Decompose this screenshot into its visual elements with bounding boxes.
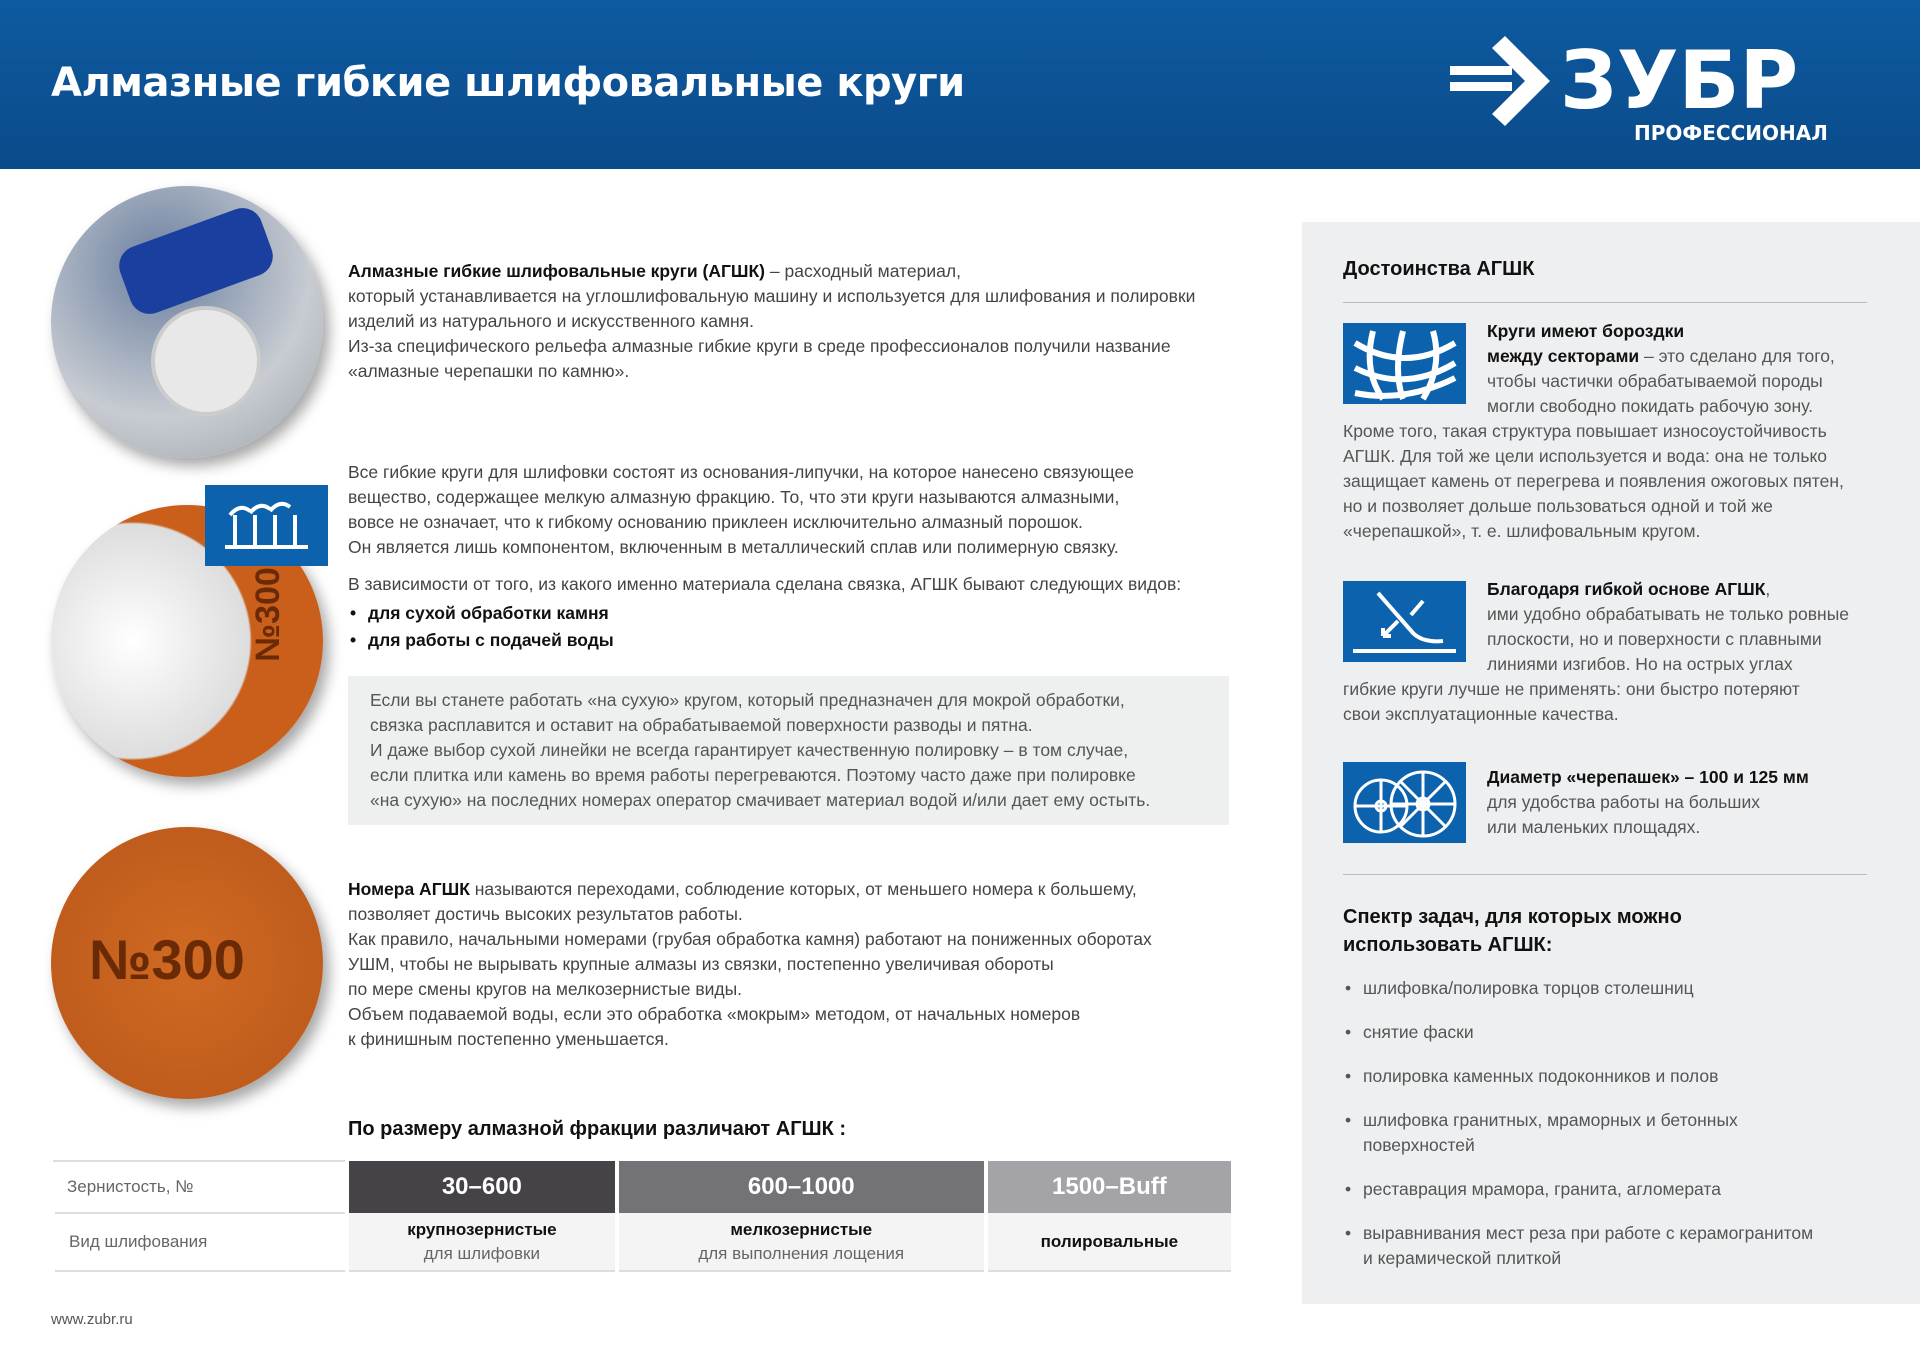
svg-text:ПРОФЕССИОНАЛ: ПРОФЕССИОНАЛ — [1634, 121, 1828, 145]
type-item: для сухой обработки камня — [348, 600, 1228, 627]
task-item: снятие фаски — [1343, 1020, 1903, 1045]
disc-300-photo: №300 — [51, 827, 323, 1099]
intro-text: Алмазные гибкие шлифовальные круги (АГШК… — [348, 261, 1196, 381]
numbers-text: Номера АГШК называются переходами, соблю… — [348, 879, 1152, 1049]
zubr-logo: ЗУБР ПРОФЕССИОНАЛ — [1450, 36, 1828, 145]
flexible-base-icon — [1343, 581, 1466, 662]
disc-diameter-icon — [1343, 762, 1466, 843]
composition-text: Все гибкие круги для шлифовки состоят из… — [348, 460, 1228, 654]
grinder-photo — [51, 186, 323, 458]
page-title: Алмазные гибкие шлифовальные круги — [51, 60, 965, 106]
grit-table: Зернистость, № 30–600 600–1000 1500–Buff… — [51, 1160, 1231, 1272]
type-item: для работы с подачей воды — [348, 627, 1228, 654]
grit-range: 30–600 — [345, 1161, 617, 1213]
advantage-grooves: Круги имеют бороздки между секторами – э… — [1343, 321, 1844, 541]
grit-kind: крупнозернистые для шлифовки — [345, 1213, 617, 1272]
divider — [1343, 302, 1867, 303]
row-label: Зернистость, № — [53, 1160, 347, 1213]
row-label: Вид шлифования — [51, 1212, 347, 1272]
task-item: выравнивания мест реза при работе с кера… — [1343, 1221, 1903, 1271]
website-link[interactable]: www.zubr.ru — [51, 1311, 133, 1328]
grit-range: 1500–Buff — [983, 1161, 1231, 1213]
tasks-list: шлифовка/полировка торцов столешниц снят… — [1343, 976, 1903, 1271]
grit-kind: мелкозернистые для выполнения лощения — [614, 1213, 986, 1272]
divider — [1343, 874, 1867, 875]
table-title: По размеру алмазной фракции различают АГ… — [348, 1118, 847, 1140]
grit-kind: полировальные — [983, 1213, 1231, 1272]
task-item: шлифовка/полировка торцов столешниц — [1343, 976, 1903, 1001]
advantage-diameter: Диаметр «черепашек» – 100 и 125 мм для у… — [1487, 767, 1809, 837]
grid-grooves-icon — [1343, 323, 1466, 404]
task-item: полировка каменных подоконников и полов — [1343, 1064, 1903, 1089]
advantage-flexible: Благодаря гибкой основе АГШК, ими удобно… — [1343, 579, 1850, 724]
velcro-icon — [205, 485, 328, 566]
svg-text:ЗУБР: ЗУБР — [1560, 36, 1798, 127]
tasks-title: Спектр задач, для которых можно использов… — [1343, 906, 1682, 956]
header-banner: Алмазные гибкие шлифовальные круги ЗУБР … — [0, 0, 1920, 169]
task-item: шлифовка гранитных, мраморных и бетонных… — [1343, 1108, 1903, 1158]
advantages-title: Достоинства АГШК — [1343, 258, 1535, 280]
task-item: реставрация мрамора, гранита, агломерата — [1343, 1177, 1903, 1202]
grit-range: 600–1000 — [614, 1161, 986, 1213]
warning-note: Если вы станете работать «на сухую» круг… — [348, 676, 1229, 825]
